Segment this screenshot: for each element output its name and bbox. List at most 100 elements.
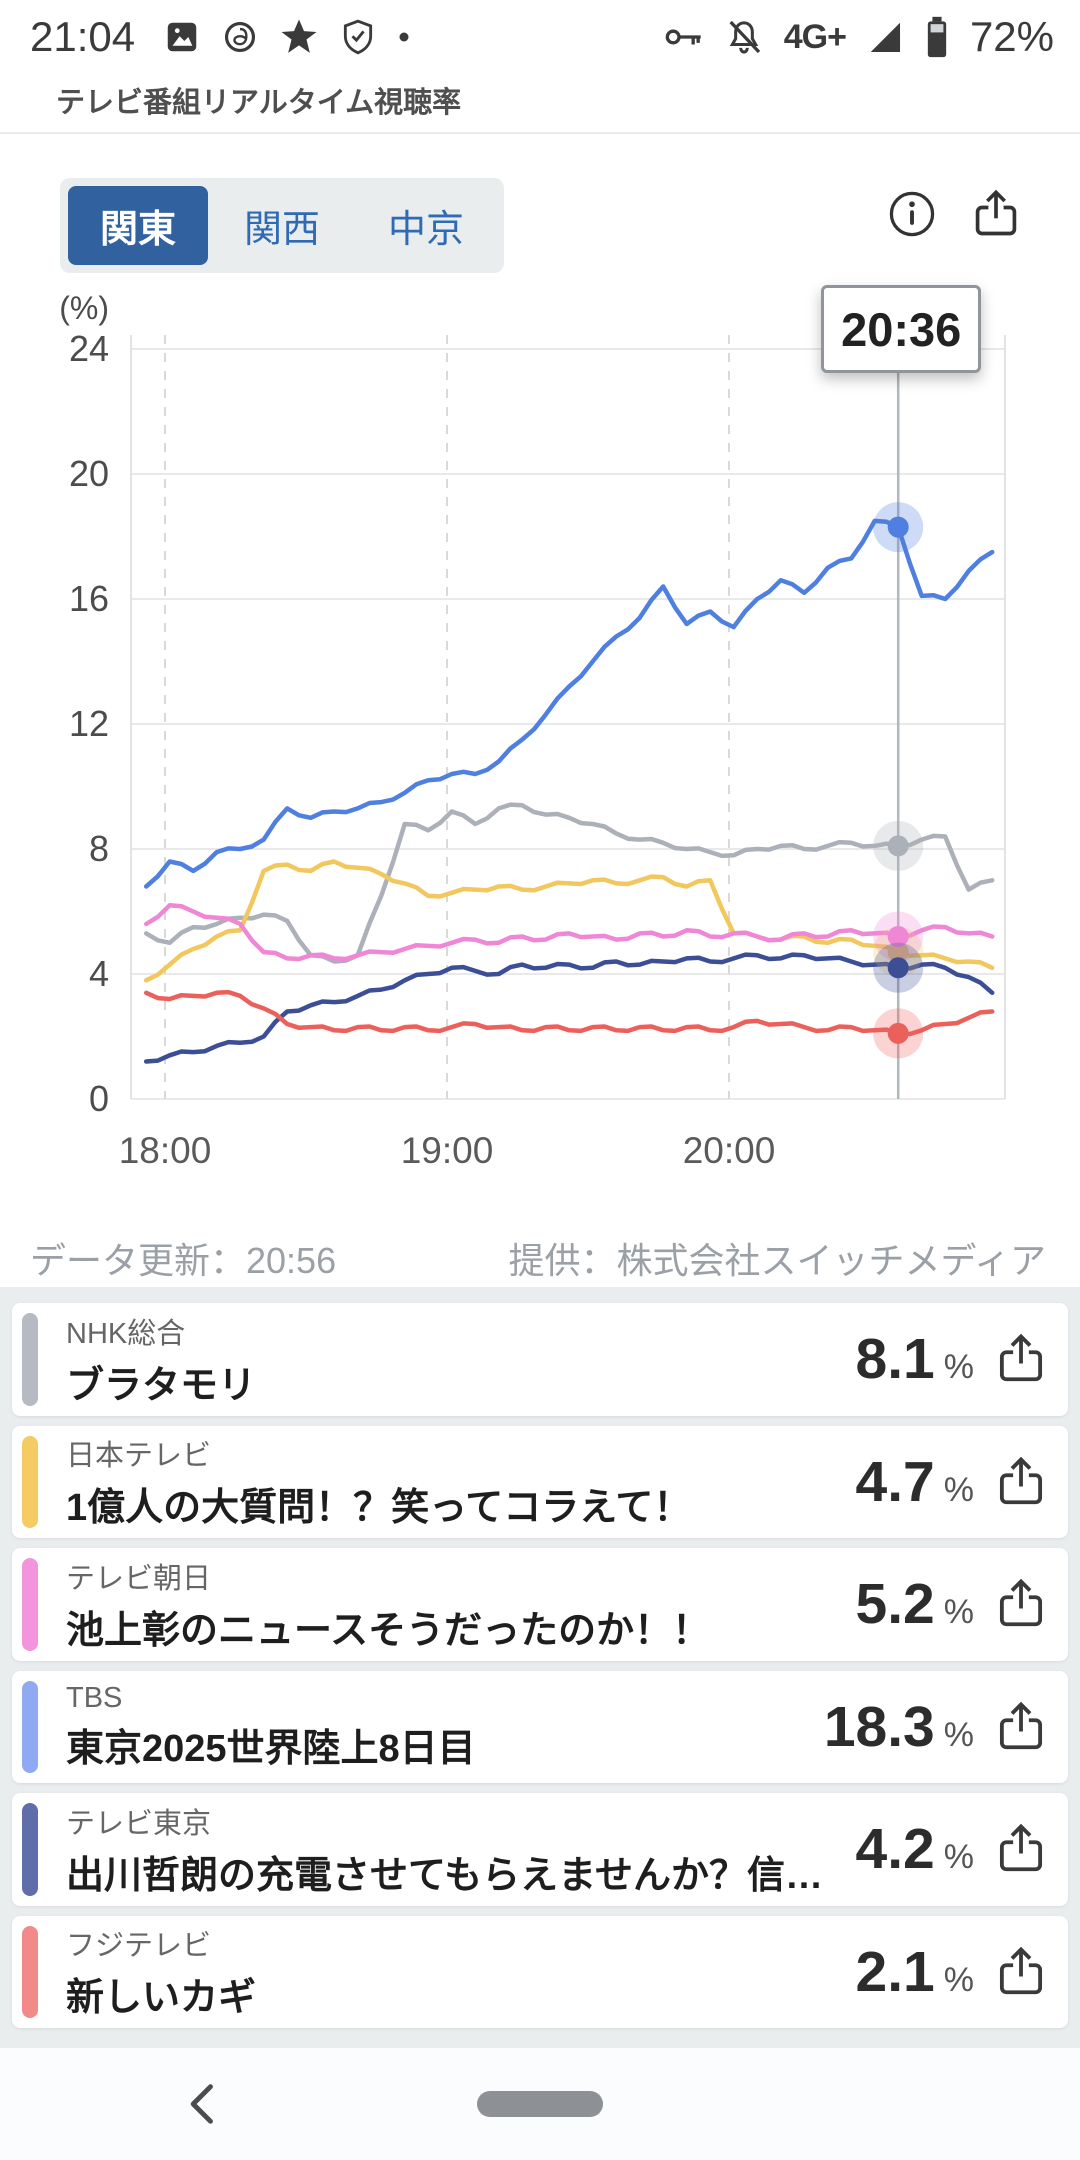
controls-row: 関東 関西 中京 <box>0 134 1080 273</box>
station-name: TBS <box>66 1681 123 1714</box>
svg-text:0: 0 <box>89 1078 109 1119</box>
page-title: テレビ番組リアルタイム視聴率 <box>56 87 462 119</box>
battery-icon <box>924 15 950 59</box>
rating-unit: % <box>943 1838 974 1877</box>
channel-color-bar <box>22 1680 38 1773</box>
home-pill-button[interactable] <box>477 2091 603 2117</box>
bell-off-icon <box>724 17 764 57</box>
program-title: 出川哲朗の充電させてもらえませんか？信… <box>66 1854 823 1897</box>
rating: 4.7 % <box>856 1449 974 1515</box>
region-tab-group: 関東 関西 中京 <box>60 178 505 273</box>
chart-svg[interactable]: 0 4 8 12 16 20 24(%) 18:00 19:00 20:00 <box>0 277 1080 1229</box>
threads-icon <box>221 18 259 56</box>
share-program-button[interactable] <box>994 1822 1048 1876</box>
svg-text:(%): (%) <box>59 290 109 326</box>
channel-info: フジテレビ 新しいカギ <box>66 1922 842 2021</box>
rating: 5.2 % <box>856 1571 974 1637</box>
svg-text:18:00: 18:00 <box>119 1130 212 1171</box>
cursor-time-tooltip: 20:36 <box>821 285 982 373</box>
rating-value: 4.2 <box>855 1817 935 1882</box>
network-type-label: 4G+ <box>783 17 847 56</box>
svg-text:20: 20 <box>69 453 109 494</box>
ratings-chart: 0 4 8 12 16 20 24 (%) 18:00 19:00 20:00 20:36 <box>0 277 1080 1229</box>
channel-color-bar <box>22 1803 38 1896</box>
share-chart-button[interactable] <box>970 188 1022 240</box>
channel-card[interactable]: TBS 東京2025世界陸上8日目 18.3 % <box>12 1670 1068 1783</box>
image-notification-icon <box>163 18 201 56</box>
program-title: 新しいカギ <box>66 1977 257 2020</box>
shield-check-icon <box>339 18 377 56</box>
rating-unit: % <box>943 1593 974 1632</box>
battery-percent-label: 72% <box>969 13 1054 60</box>
channel-info: テレビ東京 出川哲朗の充電させてもらえませんか？信… <box>66 1800 842 1899</box>
rating: 2.1 % <box>856 1939 974 2005</box>
channel-info: 日本テレビ 1億人の大質問！？笑ってコラえて！ <box>66 1432 842 1531</box>
rating-unit: % <box>943 1470 974 1509</box>
station-name: テレビ朝日 <box>66 1562 212 1595</box>
signal-icon <box>866 18 904 56</box>
android-nav-bar <box>0 2048 1080 2160</box>
rating-value: 4.7 <box>855 1449 935 1514</box>
channel-color-bar <box>22 1313 38 1406</box>
notification-dot-icon <box>397 30 411 44</box>
channel-card[interactable]: 日本テレビ 1億人の大質問！？笑ってコラえて！ 4.7 % <box>12 1425 1068 1538</box>
back-button[interactable] <box>178 2078 230 2130</box>
share-program-button[interactable] <box>994 1700 1048 1754</box>
rating-value: 5.2 <box>855 1572 935 1637</box>
tab-kansai[interactable]: 関西 <box>212 186 352 265</box>
provider-label: 提供：株式会社スイッチメディア <box>508 1240 1046 1281</box>
channel-info: NHK総合 ブラタモリ <box>66 1310 842 1409</box>
chart-actions <box>886 178 1022 240</box>
rating-unit: % <box>943 1348 974 1387</box>
program-title: ブラタモリ <box>66 1364 257 1407</box>
star-icon <box>279 17 319 57</box>
svg-text:20:00: 20:00 <box>683 1130 776 1171</box>
rating-value: 8.1 <box>855 1327 935 1392</box>
svg-text:12: 12 <box>69 703 109 744</box>
svg-text:24: 24 <box>69 328 109 369</box>
station-name: テレビ東京 <box>66 1807 212 1840</box>
app-bar: テレビ番組リアルタイム視聴率 <box>0 68 1080 134</box>
channel-card[interactable]: テレビ東京 出川哲朗の充電させてもらえませんか？信… 4.2 % <box>12 1793 1068 1906</box>
svg-text:19:00: 19:00 <box>401 1130 494 1171</box>
status-bar: 21:04 4G+ 72% <box>0 0 1080 68</box>
svg-text:4: 4 <box>89 953 109 994</box>
cursor-time-label: 20:36 <box>841 302 962 356</box>
rating: 8.1 % <box>856 1326 974 1392</box>
tab-kanto[interactable]: 関東 <box>68 186 209 265</box>
share-program-button[interactable] <box>994 1945 1048 1999</box>
svg-text:8: 8 <box>89 828 109 869</box>
rating: 4.2 % <box>856 1816 974 1882</box>
data-updated-label: データ更新：20:56 <box>30 1240 337 1281</box>
channel-color-bar <box>22 1558 38 1651</box>
clock: 21:04 <box>30 13 136 60</box>
program-title: 東京2025世界陸上8日目 <box>66 1727 476 1770</box>
channel-card[interactable]: NHK総合 ブラタモリ 8.1 % <box>12 1303 1068 1416</box>
station-name: NHK総合 <box>66 1317 186 1350</box>
info-button[interactable] <box>886 188 938 240</box>
svg-text:16: 16 <box>69 578 109 619</box>
share-program-button[interactable] <box>994 1332 1048 1386</box>
channel-info: TBS 東京2025世界陸上8日目 <box>66 1682 810 1772</box>
channel-color-bar <box>22 1435 38 1528</box>
program-title: 1億人の大質問！？笑ってコラえて！ <box>66 1487 692 1530</box>
program-title: 池上彰のニュースそうだったのか！！ <box>66 1609 711 1652</box>
share-program-button[interactable] <box>994 1577 1048 1631</box>
rating-value: 2.1 <box>855 1939 935 2004</box>
tab-chukyo[interactable]: 中京 <box>356 186 496 265</box>
main-content: 関東 関西 中京 0 4 8 12 16 20 24 (%) 18:00 19:00 20:00 2… <box>0 134 1080 2048</box>
channel-card[interactable]: テレビ朝日 池上彰のニュースそうだったのか！！ 5.2 % <box>12 1548 1068 1661</box>
share-program-button[interactable] <box>994 1455 1048 1509</box>
channel-list: NHK総合 ブラタモリ 8.1 % 日本テレビ 1億人の大質問！？笑ってコラえて… <box>0 1287 1080 2048</box>
station-name: フジテレビ <box>66 1930 212 1963</box>
chart-footer: データ更新：20:56 提供：株式会社スイッチメディア <box>0 1229 1080 1287</box>
channel-info: テレビ朝日 池上彰のニュースそうだったのか！！ <box>66 1555 842 1654</box>
rating-unit: % <box>943 1715 974 1754</box>
station-name: 日本テレビ <box>66 1440 212 1473</box>
key-icon <box>664 17 704 57</box>
rating-value: 18.3 <box>823 1694 935 1759</box>
rating: 18.3 % <box>824 1694 974 1760</box>
channel-card[interactable]: フジテレビ 新しいカギ 2.1 % <box>12 1915 1068 2028</box>
rating-unit: % <box>943 1960 974 1999</box>
